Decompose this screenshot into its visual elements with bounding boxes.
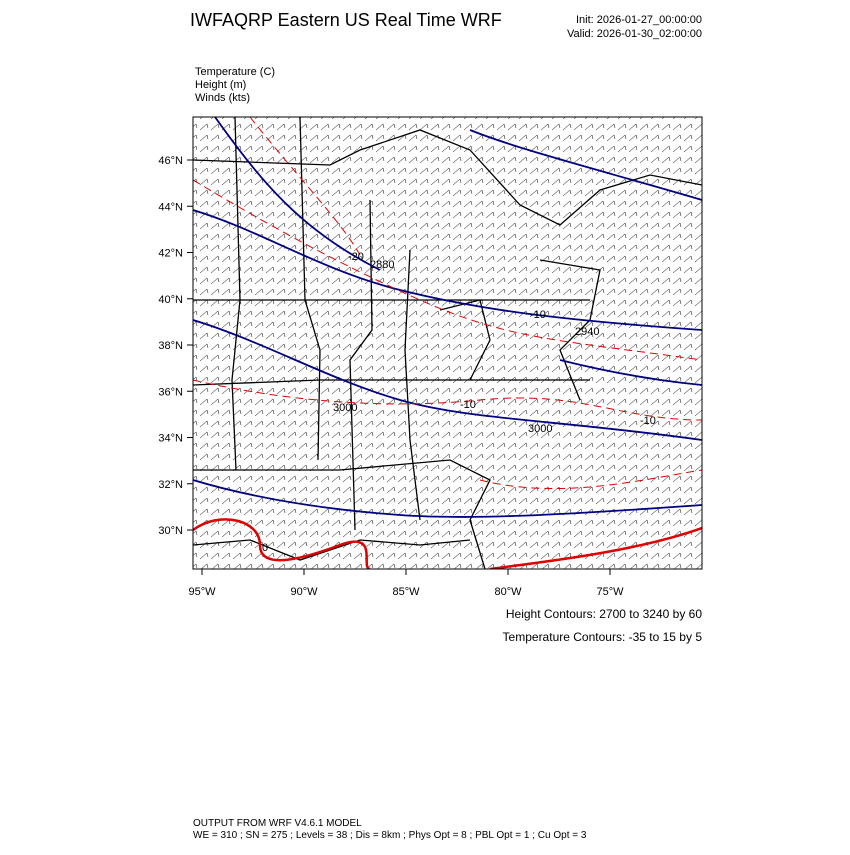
footer-line: WE = 310 ; SN = 275 ; Levels = 38 ; Dis … [193, 830, 587, 841]
freezing-contour [193, 518, 702, 569]
field-label: Temperature (C) [195, 66, 275, 78]
lon-label: 85°W [392, 586, 420, 598]
lat-label: 42°N [158, 248, 183, 260]
lat-label: 38°N [158, 340, 183, 352]
temperature-contours [193, 117, 702, 490]
lon-label: 80°W [494, 586, 522, 598]
lat-label: 40°N [158, 294, 183, 306]
title: IWFAQRP Eastern US Real Time WRF [190, 10, 502, 30]
height-legend: Height Contours: 2700 to 3240 by 60 [506, 607, 702, 621]
lat-label: 36°N [158, 386, 183, 398]
wind-barbs [193, 117, 702, 569]
lon-label: 75°W [596, 586, 624, 598]
contour-label: -10 [460, 399, 476, 411]
contour-label: 2940 [575, 326, 599, 338]
lon-label: 90°W [290, 586, 318, 598]
valid-time: Valid: 2026-01-30_02:00:00 [567, 28, 702, 40]
field-label: Winds (kts) [195, 92, 250, 104]
init-time: Init: 2026-01-27_00:00:00 [576, 14, 702, 26]
map: 2880 3000 3000 2940 -20 -10 -10 -10 0 [193, 117, 702, 569]
contour-label: 2880 [370, 259, 394, 271]
lat-label: 46°N [158, 155, 183, 167]
contour-label: -10 [530, 309, 546, 321]
lat-label: 44°N [158, 201, 183, 213]
contour-label: 0 [262, 542, 268, 554]
axis-labels: 46°N 44°N 42°N 40°N 38°N 36°N 34°N 32°N 30°N 95°W… [158, 155, 624, 598]
contour-label: -20 [348, 251, 364, 263]
field-label: Height (m) [195, 79, 246, 91]
temperature-legend: Temperature Contours: -35 to 15 by 5 [503, 630, 703, 644]
contour-label: -10 [640, 415, 656, 427]
lat-label: 34°N [158, 433, 183, 445]
map-frame [192, 116, 703, 570]
contour-label: 3000 [333, 402, 357, 414]
contour-label: 3000 [528, 423, 552, 435]
lat-label: 30°N [158, 525, 183, 537]
height-contours [193, 117, 702, 518]
lat-label: 32°N [158, 479, 183, 491]
footer-line: OUTPUT FROM WRF V4.6.1 MODEL [193, 818, 362, 829]
lon-label: 95°W [188, 586, 216, 598]
